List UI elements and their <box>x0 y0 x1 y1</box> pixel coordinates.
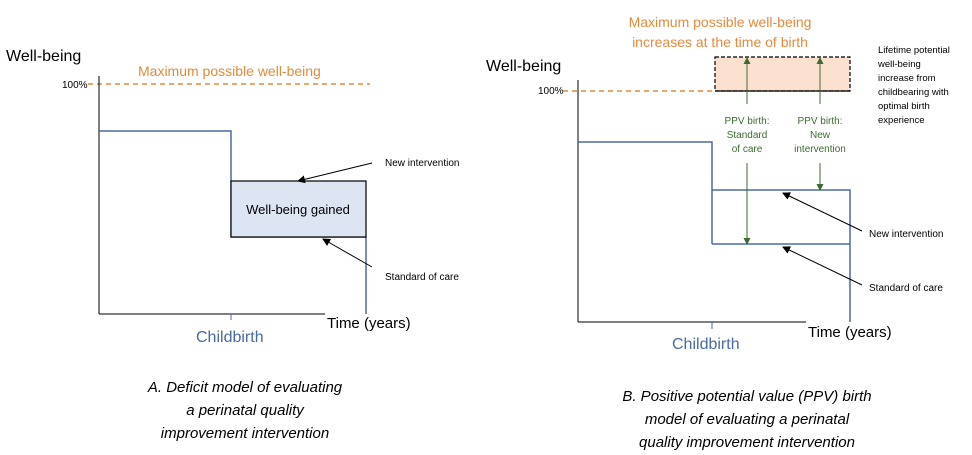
panel-a-x-axis-label: Time (years) <box>327 315 411 332</box>
panel-b-lifetime-note: Lifetime potential well-being increase f… <box>877 45 950 126</box>
panel-b-ppv-new-2: New <box>810 130 831 141</box>
panel-a-new-intervention-label: New intervention <box>385 158 459 169</box>
panel-a-standard-label: Standard of care <box>385 272 459 283</box>
panel-b-lifetime-note-2: well-being <box>877 59 921 70</box>
panel-b-y-axis-label: Well-being <box>486 58 561 75</box>
panel-b-caption-3: quality improvement intervention <box>639 434 855 451</box>
panel-b-lifetime-note-3: increase from <box>878 73 936 84</box>
panel-b-lifetime-note-4: childbearing with <box>878 87 949 98</box>
panel-a-caption-3: improvement intervention <box>161 425 329 442</box>
panel-b-lifetime-note-6: experience <box>878 115 924 126</box>
panel-b-max-label-2: increases at the time of birth <box>632 34 808 50</box>
panel-b-standard-label: Standard of care <box>869 283 943 294</box>
panel-b-lifetime-box <box>714 56 851 92</box>
panel-b-ppv-new-3: intervention <box>794 144 846 155</box>
panel-b-ppv-standard-3: of care <box>732 144 763 155</box>
panel-b-ppv-new-1: PPV birth: <box>797 116 842 127</box>
panel-b-x-axis-label: Time (years) <box>808 324 892 341</box>
panel-b-caption-2: model of evaluating a perinatal <box>645 411 850 428</box>
panel-b-new-intervention-label: New intervention <box>869 229 943 240</box>
panel-b-ppv-standard-2: Standard <box>727 130 768 141</box>
panel-b-baseline-line <box>578 141 851 322</box>
panel-a-gained-box <box>230 180 367 238</box>
panel-a-standard-arrow <box>322 238 373 268</box>
panel-b-childbirth-label: Childbirth <box>672 336 740 353</box>
panel-b: Well-being 100% Maximum possible well-be… <box>486 14 950 451</box>
panel-b-lifetime-note-1: Lifetime potential <box>878 45 950 56</box>
panel-b-100-percent: 100% <box>538 86 564 97</box>
panel-a-caption-1: A. Deficit model of evaluating <box>147 379 343 396</box>
panel-a-childbirth-label: Childbirth <box>196 329 264 346</box>
panel-b-new-intervention-arrow <box>782 192 863 232</box>
panel-b-max-label-1: Maximum possible well-being <box>629 14 812 30</box>
panel-b-standard-arrow <box>782 246 863 286</box>
panel-a-gained-label: Well-being gained <box>246 202 350 217</box>
panel-b-ppv-standard-1: PPV birth: <box>724 116 769 127</box>
panel-a: Well-being 100% Maximum possible well-be… <box>6 48 459 442</box>
panel-a-caption-2: a perinatal quality <box>186 402 305 419</box>
panel-a-100-percent: 100% <box>62 80 88 91</box>
panel-b-caption-1: B. Positive potential value (PPV) birth <box>622 388 871 405</box>
panel-b-lifetime-note-5: optimal birth <box>878 101 930 112</box>
panel-a-new-intervention-arrow <box>297 162 373 184</box>
panel-a-max-line-label: Maximum possible well-being <box>138 63 321 79</box>
panel-a-y-axis-label: Well-being <box>6 48 81 65</box>
